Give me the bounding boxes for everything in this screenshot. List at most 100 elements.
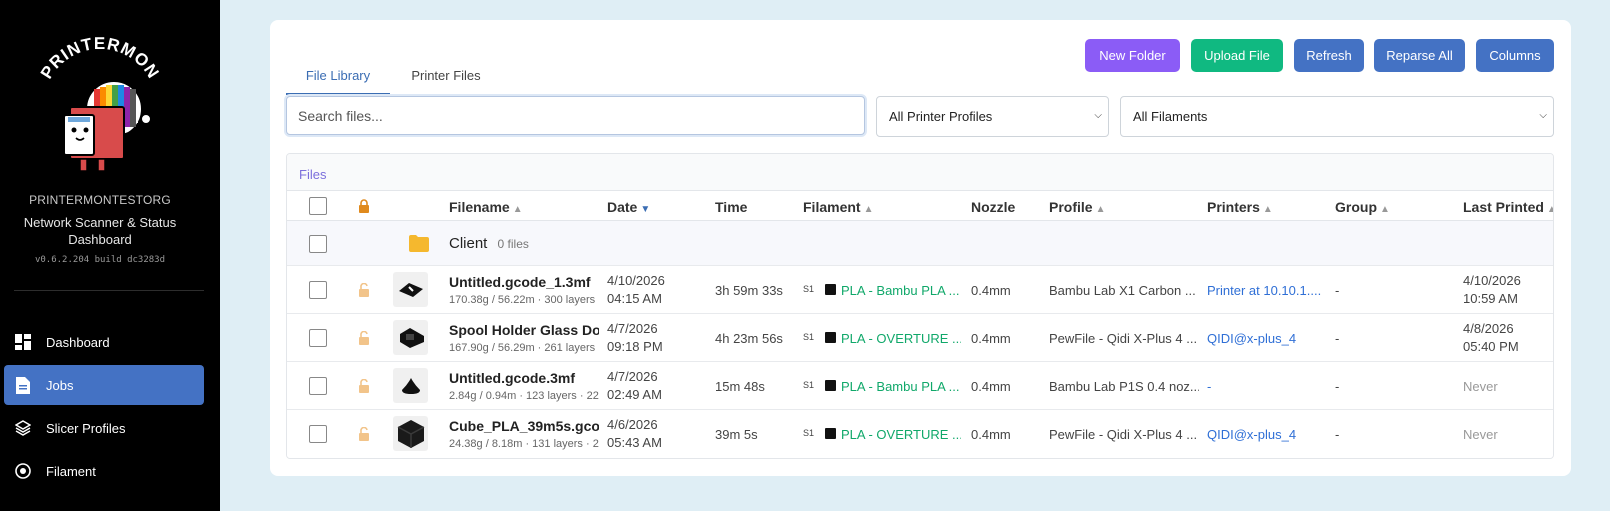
table-row[interactable]: Spool Holder Glass Doo 167.90g / 56.29m …	[287, 314, 1553, 362]
file-meta: 167.90g / 56.29m · 261 layers	[449, 342, 596, 354]
sidebar-divider	[14, 290, 204, 291]
nav-item-slicer-profiles[interactable]: Slicer Profiles	[4, 408, 204, 448]
file-last-printed: 4/8/2026 05:40 PM	[1463, 321, 1519, 354]
file-printers[interactable]: QIDI@x-plus_4	[1207, 331, 1297, 346]
file-filament[interactable]: PLA - Bambu PLA ...	[841, 379, 960, 394]
filament-swatch	[825, 284, 836, 295]
folder-row[interactable]: Client 0 files	[287, 221, 1553, 266]
file-date: 4/7/2026 09:18 PM	[607, 321, 663, 354]
file-date: 4/7/2026 02:49 AM	[607, 369, 662, 402]
nav-item-filament[interactable]: Filament	[4, 451, 204, 491]
sort-up-icon: ▲	[1095, 204, 1106, 215]
tab-printer-files[interactable]: Printer Files	[411, 68, 481, 83]
unlock-icon[interactable]	[357, 283, 371, 297]
file-meta: 2.84g / 0.94m · 123 layers · 22	[449, 390, 599, 402]
nav-item-jobs[interactable]: Jobs	[4, 365, 204, 405]
file-printers[interactable]: Printer at 10.10.1....	[1207, 283, 1322, 298]
app-subtitle: Network Scanner & Status Dashboard	[23, 215, 177, 247]
file-library-card: File Library Printer Files New Folder Up…	[270, 20, 1571, 476]
col-nozzle[interactable]: Nozzle	[971, 199, 1016, 215]
file-date: 4/6/2026 05:43 AM	[607, 417, 662, 450]
file-filament[interactable]: PLA - Bambu PLA ...	[841, 283, 960, 298]
file-thumbnail	[393, 320, 428, 355]
reparse-all-button[interactable]: Reparse All	[1374, 39, 1465, 72]
filament-select[interactable]: All Filaments ⌵	[1120, 96, 1554, 137]
sort-up-icon: ▲	[1262, 204, 1273, 215]
sort-up-icon: ▲	[1380, 204, 1390, 215]
col-filename[interactable]: Filename ▲	[449, 199, 523, 215]
file-date: 4/10/2026 04:15 AM	[607, 273, 665, 306]
file-printers[interactable]: QIDI@x-plus_4	[1207, 427, 1297, 442]
file-last-printed: Never	[1463, 427, 1498, 442]
col-printers[interactable]: Printers ▲	[1207, 199, 1273, 215]
search-input[interactable]	[286, 96, 865, 135]
printermon-logo: PRINTERMON	[37, 34, 163, 172]
layers-icon	[14, 419, 32, 437]
files-panel-title: Files	[287, 154, 1553, 191]
row-checkbox[interactable]	[309, 425, 327, 443]
row-checkbox[interactable]	[309, 377, 327, 395]
files-table: Files Filename ▲ Date ▼ Time Filament ▲ Noz…	[286, 153, 1554, 459]
table-row[interactable]: Untitled.gcode_1.3mf 170.38g / 56.22m · …	[287, 266, 1553, 314]
row-checkbox[interactable]	[309, 281, 327, 299]
sort-up-icon: ▲	[1547, 204, 1553, 215]
file-filament[interactable]: PLA - OVERTURE ...	[841, 427, 961, 442]
filament-filter-value: All Filaments	[1133, 109, 1208, 124]
file-group: -	[1335, 283, 1340, 298]
col-group[interactable]: Group ▲	[1335, 199, 1390, 215]
dashboard-icon	[14, 333, 32, 351]
file-profile: PewFile - Qidi X-Plus 4 ...	[1049, 331, 1198, 346]
table-header: Filename ▲ Date ▼ Time Filament ▲ Nozzle Pr…	[287, 191, 1553, 221]
tab-file-library[interactable]: File Library	[286, 48, 390, 95]
file-name[interactable]: Spool Holder Glass Doo	[449, 322, 599, 338]
row-checkbox[interactable]	[309, 235, 327, 253]
file-name[interactable]: Untitled.gcode_1.3mf	[449, 274, 591, 290]
col-last-printed[interactable]: Last Printed▲	[1463, 199, 1553, 215]
printer-profile-value: All Printer Profiles	[889, 109, 993, 124]
unlock-icon[interactable]	[357, 379, 371, 393]
file-nozzle: 0.4mm	[971, 283, 1011, 298]
nav-label: Dashboard	[46, 334, 110, 350]
file-printers[interactable]: -	[1207, 379, 1212, 394]
upload-file-button[interactable]: Upload File	[1191, 39, 1283, 72]
file-group: -	[1335, 331, 1340, 346]
col-time[interactable]: Time	[715, 199, 748, 215]
folder-count: 0 files	[497, 237, 529, 251]
file-last-printed: 4/10/2026 10:59 AM	[1463, 273, 1521, 306]
sidebar: PRINTERMON PRINTERMONTESTORG Network Sca…	[0, 0, 220, 511]
sort-up-icon: ▲	[863, 204, 874, 215]
file-last-printed: Never	[1463, 379, 1498, 394]
col-date[interactable]: Date ▼	[607, 199, 651, 215]
filament-swatch	[825, 428, 836, 439]
col-filament[interactable]: Filament ▲	[803, 199, 874, 215]
unlock-icon[interactable]	[357, 331, 371, 345]
file-meta: 170.38g / 56.22m · 300 layers	[449, 294, 596, 306]
nav-label: Filament	[46, 463, 96, 479]
folder-name: Client	[449, 235, 488, 252]
select-all-checkbox[interactable]	[309, 197, 327, 215]
file-name[interactable]: Cube_PLA_39m5s.gcod	[449, 418, 599, 434]
table-row[interactable]: Untitled.gcode.3mf 2.84g / 0.94m · 123 l…	[287, 362, 1553, 410]
nav-item-dashboard[interactable]: Dashboard	[4, 322, 204, 362]
sort-down-icon: ▼	[640, 204, 651, 215]
slot-label: S1	[803, 284, 815, 294]
col-profile[interactable]: Profile ▲	[1049, 199, 1106, 215]
folder-icon	[409, 235, 429, 252]
file-profile: Bambu Lab X1 Carbon ...	[1049, 283, 1196, 298]
new-folder-button[interactable]: New Folder	[1085, 39, 1180, 72]
file-profile: Bambu Lab P1S 0.4 noz...	[1049, 379, 1199, 394]
nav-label: Jobs	[46, 377, 74, 393]
file-name[interactable]: Untitled.gcode.3mf	[449, 370, 576, 386]
table-row[interactable]: Cube_PLA_39m5s.gcod 24.38g / 8.18m · 131…	[287, 410, 1553, 458]
file-filament[interactable]: PLA - OVERTURE ...	[841, 331, 961, 346]
svg-text:PRINTERMON: PRINTERMON	[37, 34, 163, 82]
refresh-button[interactable]: Refresh	[1294, 39, 1364, 72]
version-label: v0.6.2.204 build dc3283d	[34, 255, 166, 265]
printer-profile-select[interactable]: All Printer Profiles ⌵	[876, 96, 1109, 137]
filament-swatch	[825, 332, 836, 343]
file-time: 4h 23m 56s	[715, 331, 783, 346]
row-checkbox[interactable]	[309, 329, 327, 347]
unlock-icon[interactable]	[357, 427, 371, 441]
columns-button[interactable]: Columns	[1476, 39, 1554, 72]
filament-swatch	[825, 380, 836, 391]
